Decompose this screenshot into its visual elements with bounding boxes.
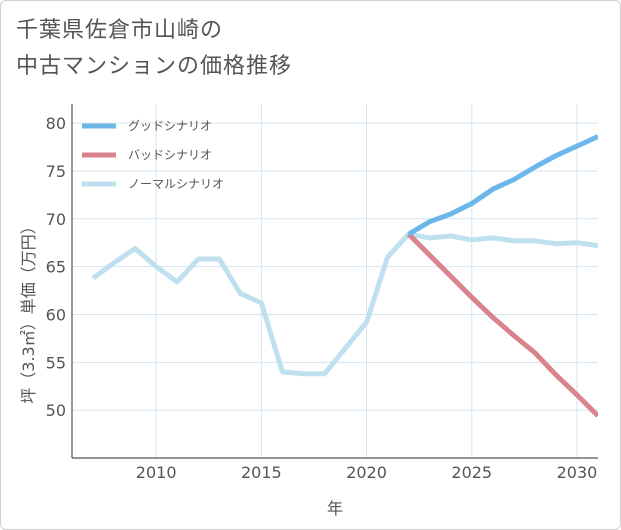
chart-title-line2: 中古マンションの価格推移	[16, 54, 293, 79]
x-tick-label: 2025	[451, 463, 492, 482]
chart-title-line1: 千葉県佐倉市山崎の	[16, 18, 224, 43]
series-lines	[91, 134, 598, 418]
series-line-bad	[406, 232, 598, 418]
y-tick-label: 75	[46, 162, 66, 181]
y-axis-label: 坪（3.3㎡）単価（万円）	[19, 218, 38, 403]
y-tick-label: 65	[46, 258, 66, 277]
axes	[71, 104, 598, 459]
y-tick-label: 70	[46, 210, 66, 229]
x-tick-label: 2015	[241, 463, 282, 482]
legend-label-bad: バッドシナリオ	[128, 148, 212, 162]
chart-title: 千葉県佐倉市山崎の 中古マンションの価格推移	[16, 13, 292, 85]
series-line-normal	[91, 231, 598, 377]
series-line-good	[407, 134, 598, 237]
x-axis-label: 年	[327, 499, 343, 518]
x-tick-label: 2010	[136, 463, 177, 482]
grid-lines	[72, 104, 598, 458]
y-tick-label: 55	[46, 353, 66, 372]
tick-labels: 50 55 60 65 70 75 80 2010 2015 2020 2025 2030	[46, 114, 598, 482]
x-tick-label: 2030	[557, 463, 598, 482]
y-tick-label: 80	[46, 114, 66, 133]
y-tick-label: 50	[46, 401, 66, 420]
legend-label-normal: ノーマルシナリオ	[128, 177, 224, 191]
x-tick-label: 2020	[346, 463, 387, 482]
legend-label-good: グッドシナリオ	[128, 119, 212, 133]
y-tick-label: 60	[46, 305, 66, 324]
